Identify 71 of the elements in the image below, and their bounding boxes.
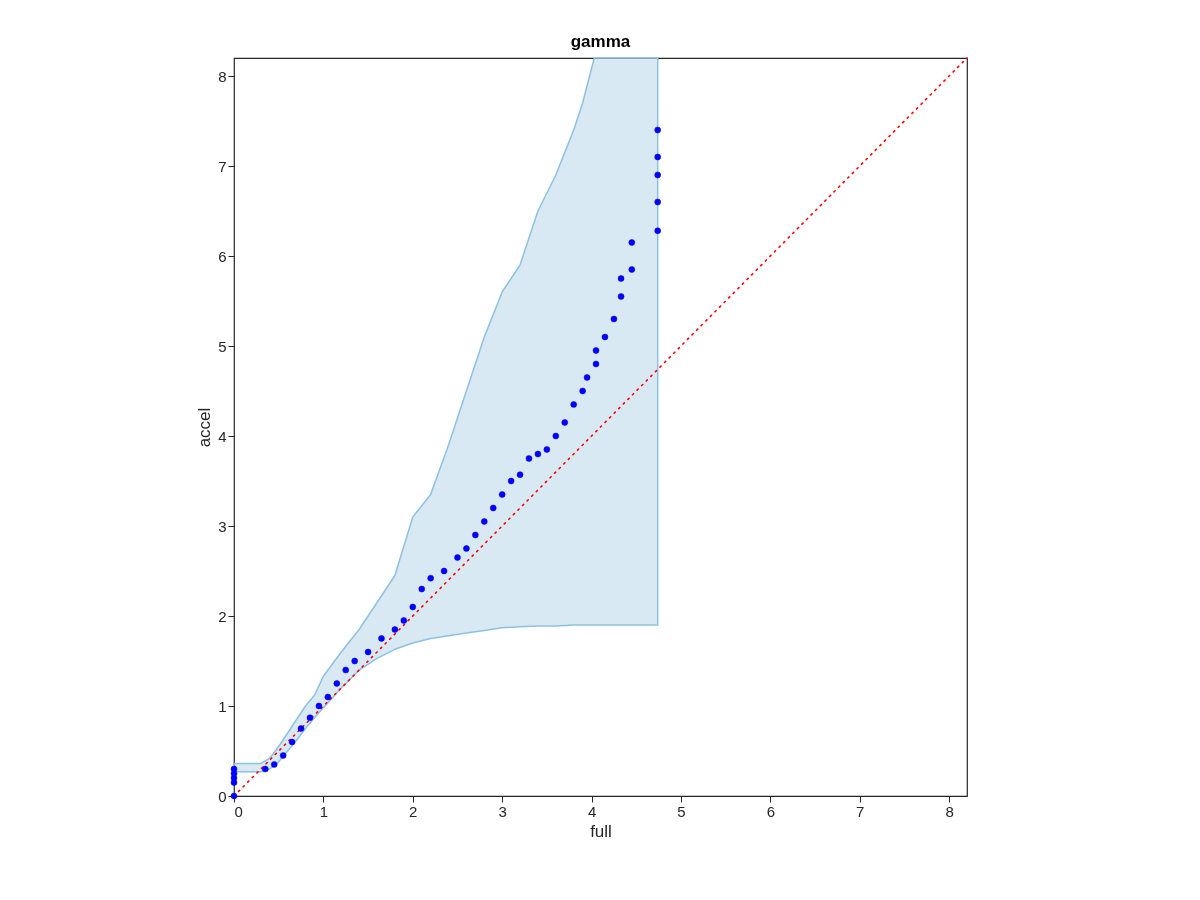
y-tick-label: 6 bbox=[218, 247, 227, 265]
point bbox=[297, 725, 305, 732]
y-tick-label: 0 bbox=[218, 787, 227, 805]
point bbox=[481, 518, 488, 525]
point bbox=[654, 198, 661, 206]
point bbox=[342, 666, 349, 674]
point bbox=[628, 266, 636, 273]
point bbox=[534, 450, 542, 458]
y-tick-label: 8 bbox=[218, 67, 227, 85]
point bbox=[230, 765, 238, 773]
point bbox=[454, 554, 461, 561]
x-tick-label: 5 bbox=[677, 802, 686, 820]
point bbox=[324, 693, 332, 701]
y-axis-title: accel bbox=[195, 407, 215, 448]
point bbox=[427, 574, 434, 582]
point bbox=[525, 455, 533, 462]
point bbox=[610, 315, 618, 323]
x-tick-label: 8 bbox=[945, 802, 954, 820]
x-tick-label: 4 bbox=[587, 802, 597, 820]
point bbox=[498, 491, 506, 498]
point bbox=[270, 761, 278, 768]
point bbox=[472, 531, 479, 539]
point bbox=[378, 635, 385, 642]
point bbox=[507, 477, 515, 485]
y-tick-label: 4 bbox=[218, 427, 227, 445]
x-axis-title: full bbox=[590, 821, 612, 841]
point bbox=[617, 293, 625, 300]
y-tick-label: 3 bbox=[218, 517, 227, 535]
x-tick-label: 1 bbox=[319, 802, 329, 820]
point bbox=[654, 126, 661, 134]
point bbox=[552, 432, 560, 440]
x-tick-label: 7 bbox=[856, 802, 865, 820]
point bbox=[592, 360, 600, 368]
point bbox=[306, 714, 314, 721]
point bbox=[409, 603, 417, 611]
point bbox=[617, 275, 625, 282]
point bbox=[288, 738, 296, 746]
y-tick-label: 5 bbox=[218, 337, 227, 355]
point bbox=[516, 471, 524, 478]
point bbox=[543, 446, 551, 453]
point bbox=[351, 657, 358, 665]
point bbox=[628, 239, 636, 246]
point bbox=[418, 585, 425, 593]
x-tick-label: 6 bbox=[766, 802, 776, 820]
point bbox=[601, 333, 609, 341]
point bbox=[400, 617, 408, 624]
point bbox=[333, 680, 341, 687]
point bbox=[440, 567, 448, 575]
point bbox=[570, 401, 577, 408]
point bbox=[279, 752, 287, 759]
point bbox=[262, 765, 269, 773]
y-tick-label: 2 bbox=[218, 607, 227, 625]
point bbox=[230, 792, 238, 800]
point bbox=[654, 227, 661, 235]
x-tick-label: 2 bbox=[409, 802, 418, 820]
point bbox=[315, 702, 323, 710]
point bbox=[579, 387, 586, 395]
point bbox=[489, 504, 497, 512]
y-tick-label: 1 bbox=[218, 697, 227, 715]
y-tick-label: 7 bbox=[218, 157, 227, 175]
point bbox=[391, 626, 399, 633]
point bbox=[561, 419, 568, 426]
x-tick-label: 0 bbox=[234, 802, 243, 820]
point bbox=[654, 153, 661, 161]
point bbox=[583, 374, 591, 381]
point bbox=[463, 545, 470, 552]
point bbox=[592, 347, 600, 354]
point bbox=[364, 648, 372, 656]
point bbox=[654, 171, 661, 179]
x-tick-label: 3 bbox=[498, 802, 507, 820]
chart-title: gamma bbox=[570, 32, 631, 52]
